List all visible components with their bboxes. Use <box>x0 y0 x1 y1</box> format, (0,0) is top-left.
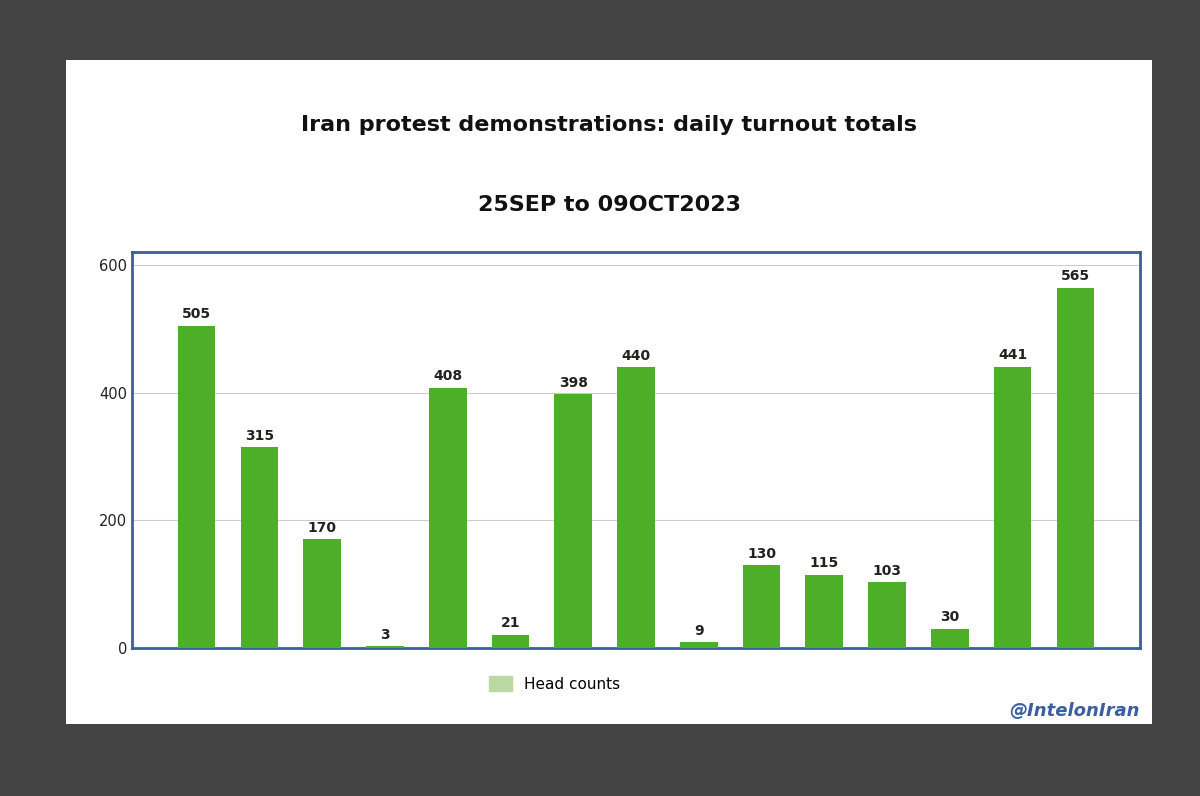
Text: 3: 3 <box>380 627 390 642</box>
Bar <box>304 540 341 648</box>
Text: 21: 21 <box>500 616 521 630</box>
Bar <box>617 367 655 648</box>
Text: Iran protest demonstrations: daily turnout totals: Iran protest demonstrations: daily turno… <box>301 115 917 135</box>
Text: 398: 398 <box>559 376 588 389</box>
Bar <box>931 629 968 648</box>
Text: 9: 9 <box>694 624 703 638</box>
Text: 505: 505 <box>182 307 211 322</box>
Bar <box>178 326 216 648</box>
Text: @IntelonIran: @IntelonIran <box>1009 702 1140 720</box>
Bar <box>428 388 467 648</box>
Text: 170: 170 <box>307 521 337 535</box>
Bar <box>1056 287 1094 648</box>
Text: 441: 441 <box>998 348 1027 362</box>
Text: 30: 30 <box>940 611 960 624</box>
Text: 130: 130 <box>748 547 776 560</box>
Text: 565: 565 <box>1061 269 1090 283</box>
Bar <box>743 565 780 648</box>
Text: 25SEP to 09OCT2023: 25SEP to 09OCT2023 <box>478 195 740 215</box>
Text: 103: 103 <box>872 564 901 578</box>
Bar <box>366 646 403 648</box>
Bar <box>240 447 278 648</box>
Bar <box>805 575 844 648</box>
Bar <box>492 634 529 648</box>
Text: 408: 408 <box>433 369 462 383</box>
Bar <box>680 642 718 648</box>
Bar <box>554 394 592 648</box>
Bar <box>869 582 906 648</box>
Text: 315: 315 <box>245 428 274 443</box>
Text: 440: 440 <box>622 349 650 363</box>
Text: 115: 115 <box>810 556 839 570</box>
Bar <box>994 367 1032 648</box>
Legend: Head counts: Head counts <box>482 669 626 698</box>
